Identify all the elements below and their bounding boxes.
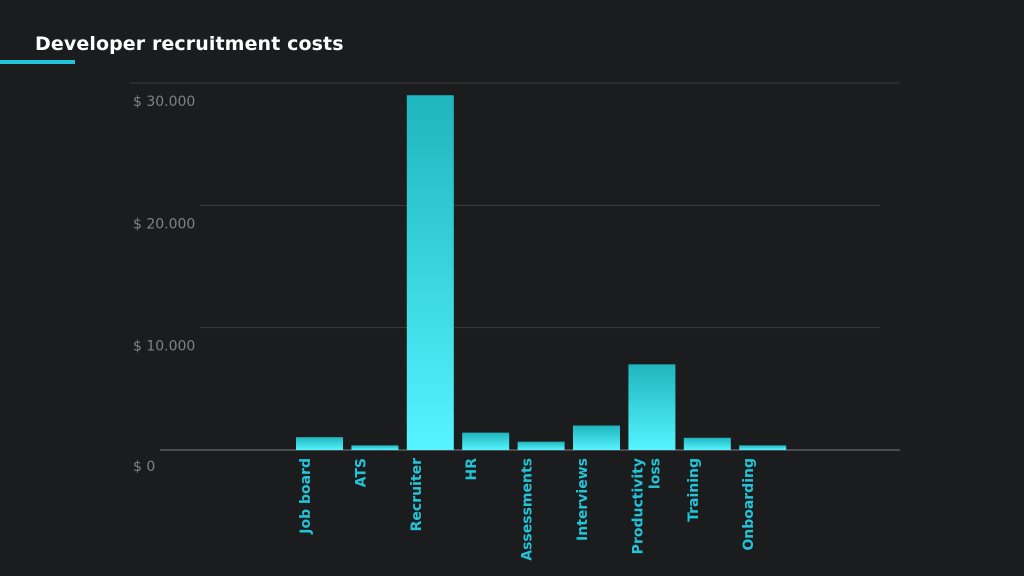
x-tick-label-line: loss: [647, 458, 663, 489]
x-tick-label-line: Assessments: [520, 458, 536, 561]
x-axis-ticks: Job board ATS Recruiter HR Assessments Interv…: [298, 458, 757, 561]
x-tick-label: Recruiter: [409, 458, 425, 531]
bar: [517, 441, 565, 450]
x-tick-label: Interviews: [575, 458, 591, 541]
x-tick-label-line: HR: [464, 458, 480, 481]
bar: [573, 425, 620, 450]
x-tick-label-line: Onboarding: [741, 458, 757, 551]
x-tick-label: Assessments: [520, 458, 536, 561]
x-tick-label: ATS: [353, 458, 369, 487]
y-tick-label: $ 20.000: [133, 216, 195, 232]
x-tick-label-line: Job board: [298, 458, 314, 535]
bar: [296, 437, 343, 450]
x-tick-label: Job board: [298, 458, 314, 535]
x-tick-label: Productivity loss: [630, 458, 663, 554]
bar: [683, 437, 731, 450]
bar: [351, 445, 399, 450]
chart-title: Developer recruitment costs: [35, 33, 344, 55]
bar: [739, 445, 787, 450]
bar: [628, 364, 676, 450]
x-tick-label: Training: [686, 458, 702, 522]
x-tick-label-line: Productivity: [630, 458, 646, 554]
bar: [462, 432, 510, 450]
title-underline: [0, 60, 75, 64]
y-tick-label: $ 30.000: [133, 94, 195, 110]
x-tick-label-line: Interviews: [575, 458, 591, 541]
bar: [406, 95, 454, 450]
x-tick-label-line: Training: [686, 458, 702, 522]
y-tick-label: $ 0: [133, 459, 155, 475]
y-axis-ticks: $ 0 $ 10.000 $ 20.000 $ 30.000: [133, 94, 195, 475]
grid-lines: [130, 82, 900, 451]
bars: [296, 95, 787, 450]
x-tick-label: HR: [464, 458, 480, 481]
x-tick-label-line: Recruiter: [409, 458, 425, 531]
x-tick-label: Onboarding: [741, 458, 757, 551]
x-tick-label-line: ATS: [353, 458, 369, 487]
y-tick-label: $ 10.000: [133, 339, 195, 355]
